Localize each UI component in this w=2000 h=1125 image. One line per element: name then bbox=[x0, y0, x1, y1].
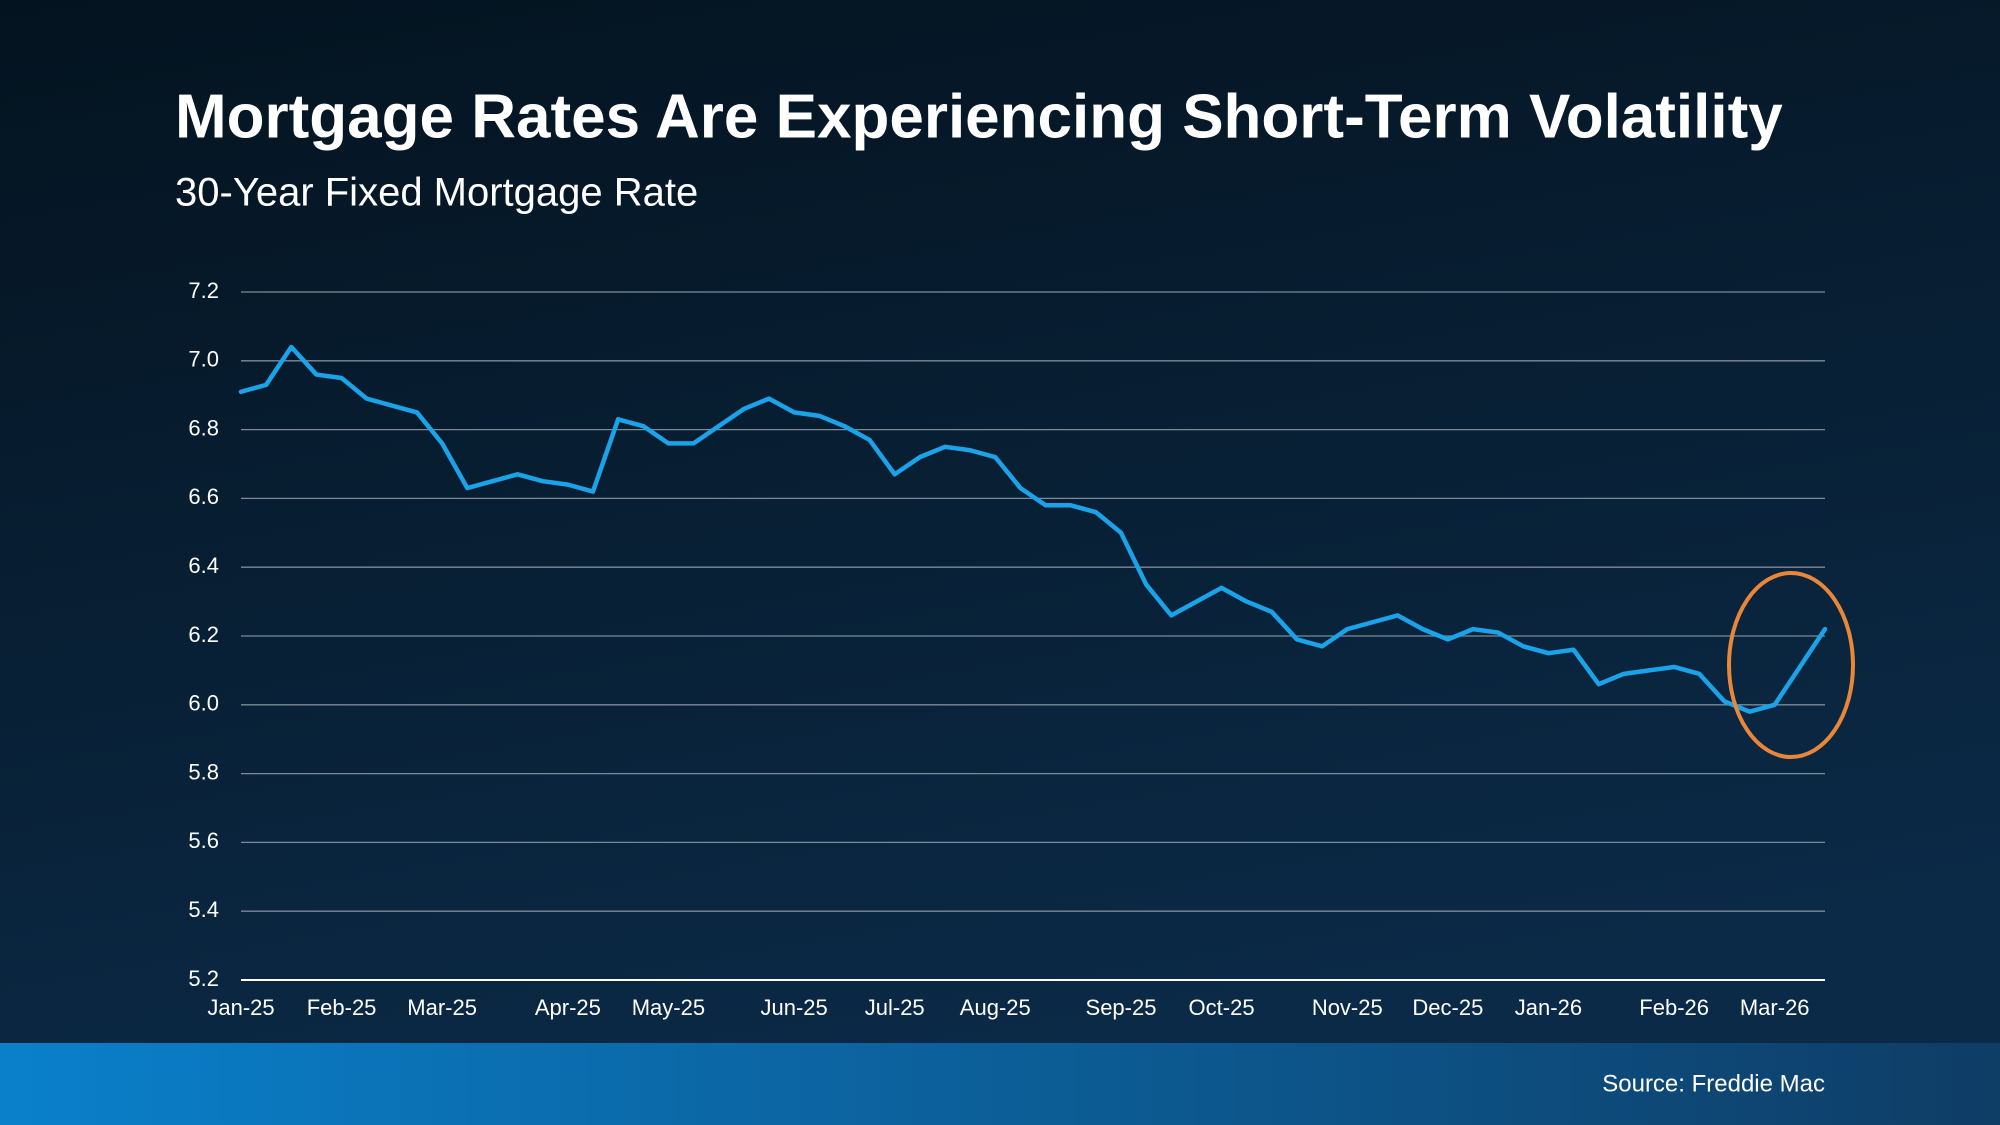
x-tick-label: Nov-25 bbox=[1312, 995, 1383, 1020]
x-tick-label: May-25 bbox=[632, 995, 705, 1020]
source: Source: Freddie Mac bbox=[1602, 1070, 1825, 1097]
y-tick-label: 6.6 bbox=[188, 484, 219, 509]
y-tick-label: 6.8 bbox=[188, 415, 219, 440]
y-tick-label: 7.0 bbox=[188, 347, 219, 372]
highlight-circle bbox=[1727, 571, 1855, 759]
y-tick-label: 5.6 bbox=[188, 828, 219, 853]
y-tick-label: 6.0 bbox=[188, 691, 219, 716]
x-tick-label: Jul-25 bbox=[865, 995, 925, 1020]
x-tick-label: Dec-25 bbox=[1412, 995, 1483, 1020]
x-tick-label: Feb-25 bbox=[307, 995, 377, 1020]
y-tick-label: 5.2 bbox=[188, 966, 219, 991]
y-tick-label: 7.2 bbox=[188, 278, 219, 303]
x-tick-label: Mar-25 bbox=[407, 995, 477, 1020]
x-tick-label: Oct-25 bbox=[1189, 995, 1255, 1020]
x-tick-label: Jan-25 bbox=[207, 995, 274, 1020]
x-tick-label: Jan-26 bbox=[1515, 995, 1582, 1020]
x-tick-label: Mar-26 bbox=[1740, 995, 1810, 1020]
x-tick-label: Aug-25 bbox=[960, 995, 1031, 1020]
chart-subtitle: 30-Year Fixed Mortgage Rate bbox=[175, 171, 698, 215]
x-tick-label: Feb-26 bbox=[1639, 995, 1709, 1020]
y-tick-label: 6.4 bbox=[188, 553, 219, 578]
y-tick-label: 6.2 bbox=[188, 622, 219, 647]
y-tick-label: 5.4 bbox=[188, 897, 219, 922]
line-series bbox=[238, 344, 1828, 714]
y-tick-label: 5.8 bbox=[188, 759, 219, 784]
plot-area: 5.2 5.4 5.6 5.8 6.0 6.2 6.4 6.6 6.8 7.0 7.2 Jan-25 F… bbox=[188, 278, 1828, 1020]
x-tick-label: Apr-25 bbox=[535, 995, 601, 1020]
x-tick-label: Jun-25 bbox=[761, 995, 828, 1020]
chart-title: Mortgage Rates Are Experiencing Short-Te… bbox=[175, 82, 1783, 151]
footer-band bbox=[0, 1043, 2000, 1125]
x-tick-label: Sep-25 bbox=[1086, 995, 1157, 1020]
